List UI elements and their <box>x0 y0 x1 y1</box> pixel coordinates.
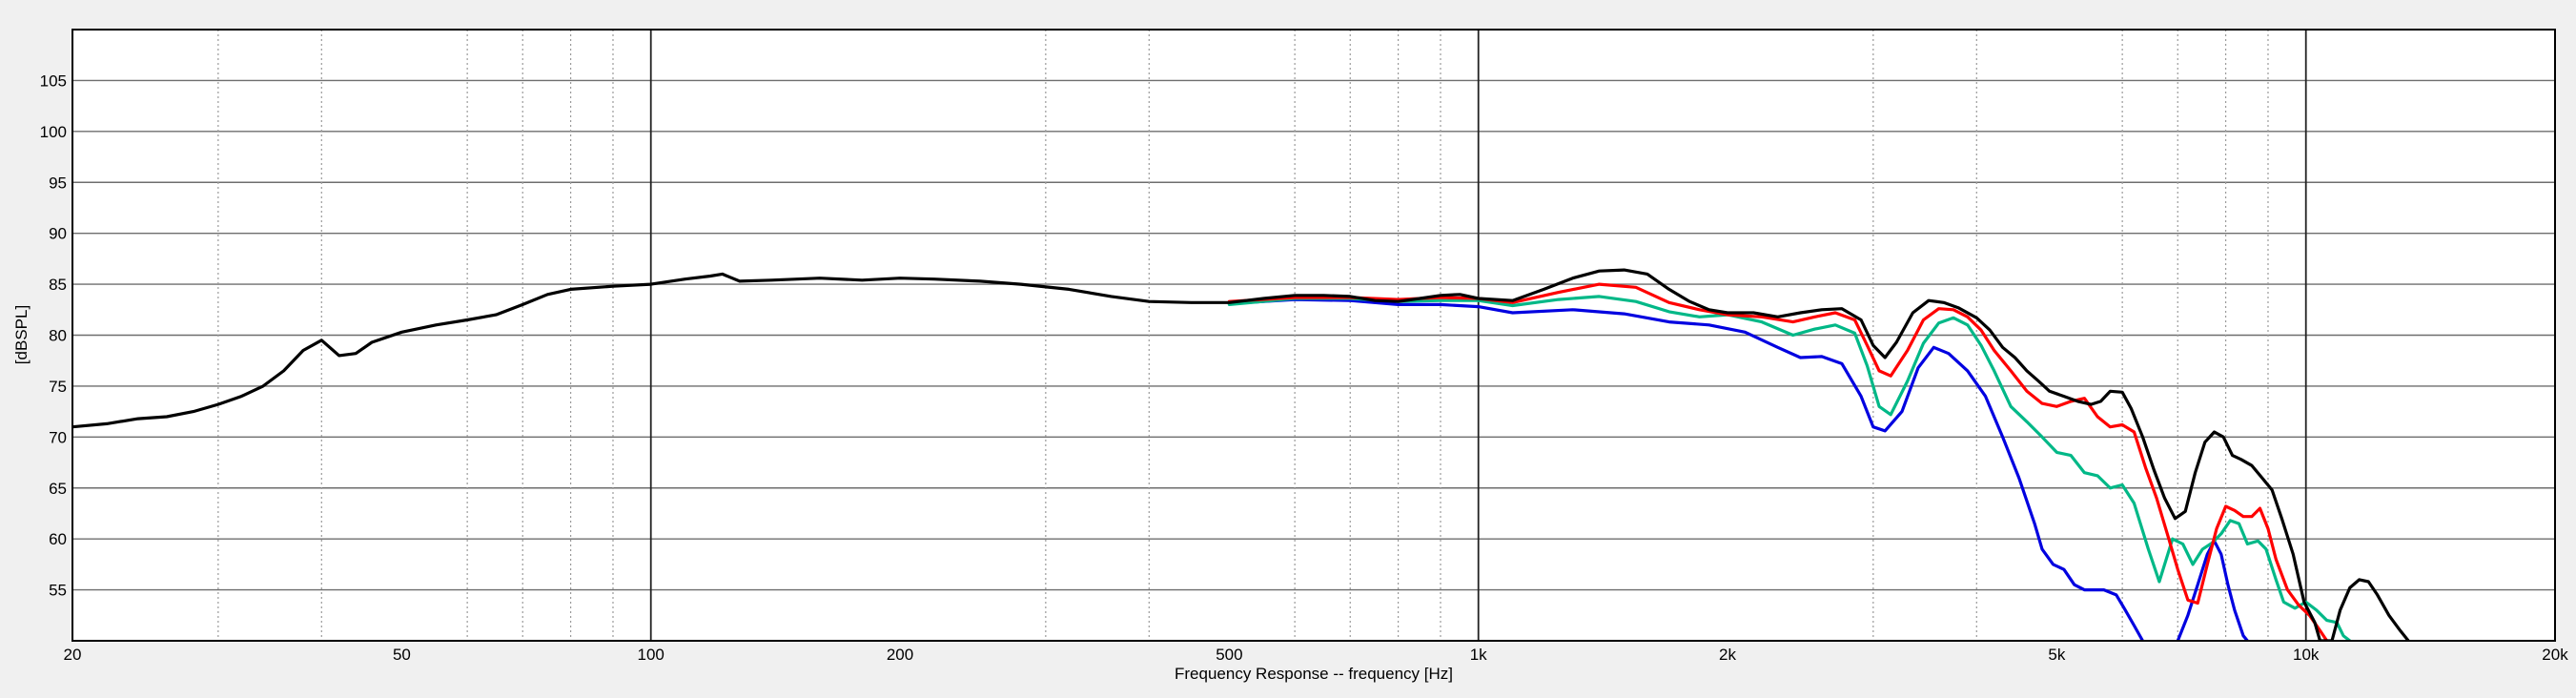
y-tick-label: 75 <box>49 378 67 396</box>
y-tick-label: 70 <box>49 428 67 446</box>
series-line-1 <box>1227 298 2145 641</box>
x-tick-label: 20k <box>2542 646 2568 664</box>
grid-layer <box>72 30 2555 641</box>
series-layer <box>72 268 2410 641</box>
y-tick-label: 85 <box>49 276 67 294</box>
y-tick-labels: 55 60 65 70 75 80 85 90 95 100 105 <box>40 72 67 599</box>
x-tick-label: 500 <box>1216 646 1242 664</box>
x-tick-label: 2k <box>1719 646 1736 664</box>
x-tick-labels: 20 50 100 200 500 1k 2k 5k 10k 20k <box>64 646 2569 664</box>
x-tick-label: 1k <box>1470 646 1487 664</box>
y-tick-label: 95 <box>49 174 67 192</box>
y-tick-label: 60 <box>49 530 67 548</box>
plot-border <box>72 29 2556 642</box>
x-tick-label: 200 <box>887 646 913 664</box>
y-axis-label: [dBSPL] <box>12 305 31 364</box>
x-axis-label: Frequency Response -- frequency [Hz] <box>1175 665 1453 683</box>
y-tick-label: 55 <box>49 582 67 600</box>
x-tick-label: 50 <box>393 646 411 664</box>
y-tick-label: 100 <box>40 123 67 141</box>
y-tick-label: 90 <box>49 225 67 243</box>
x-tick-label: 20 <box>64 646 82 664</box>
x-tick-label: 10k <box>2293 646 2320 664</box>
series-line-4 <box>1227 282 2329 641</box>
y-tick-label: 80 <box>49 327 67 345</box>
y-tick-label: 105 <box>40 72 67 90</box>
x-tick-label: 100 <box>638 646 664 664</box>
x-tick-label: 5k <box>2048 646 2065 664</box>
series-line-3 <box>1227 295 2352 641</box>
series-line-5 <box>72 268 2410 641</box>
y-tick-label: 65 <box>49 480 67 498</box>
